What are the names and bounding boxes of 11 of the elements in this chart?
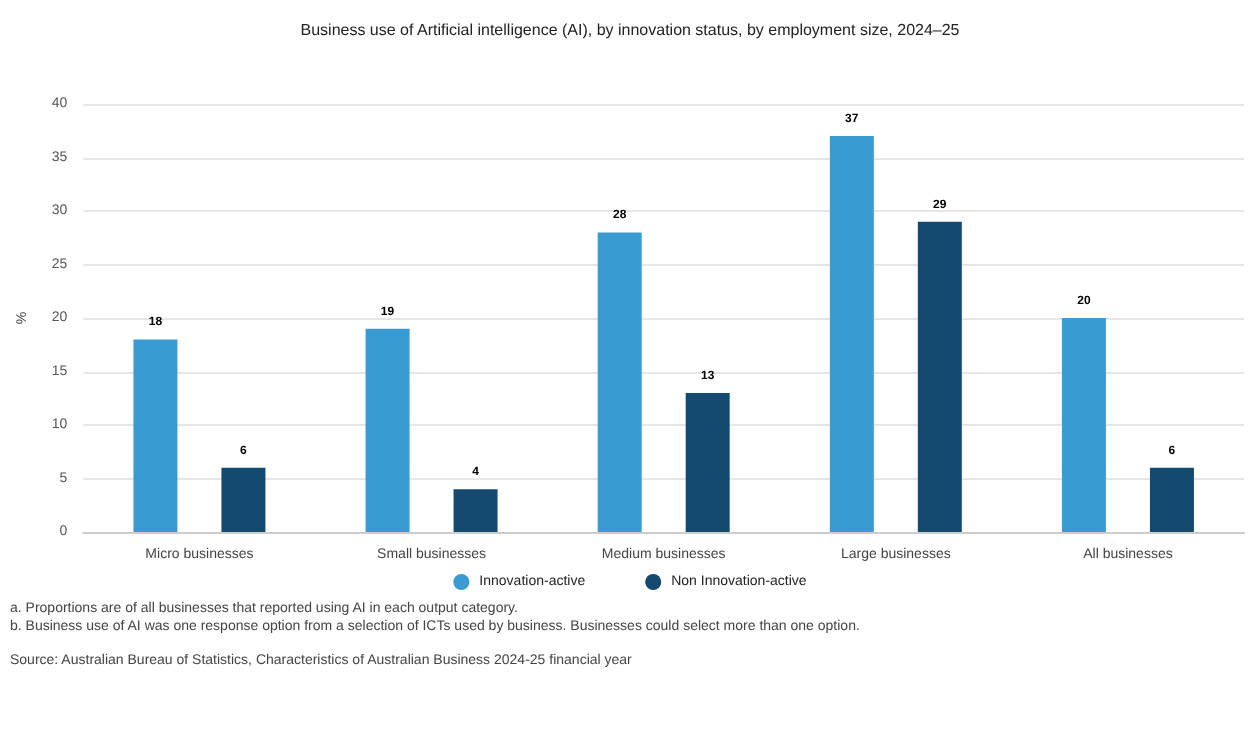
bar — [829, 136, 874, 532]
bar — [1061, 318, 1106, 532]
bar — [917, 221, 962, 532]
bar — [453, 489, 498, 532]
bar — [133, 339, 178, 532]
bar — [597, 232, 642, 532]
chart-title: Business use of Artificial intelligence (AI), by innovation status, by employment size, 2024–25 — [300, 21, 961, 39]
bar — [1149, 467, 1194, 532]
bar — [221, 467, 266, 532]
bar — [685, 392, 730, 532]
bar — [365, 328, 410, 532]
